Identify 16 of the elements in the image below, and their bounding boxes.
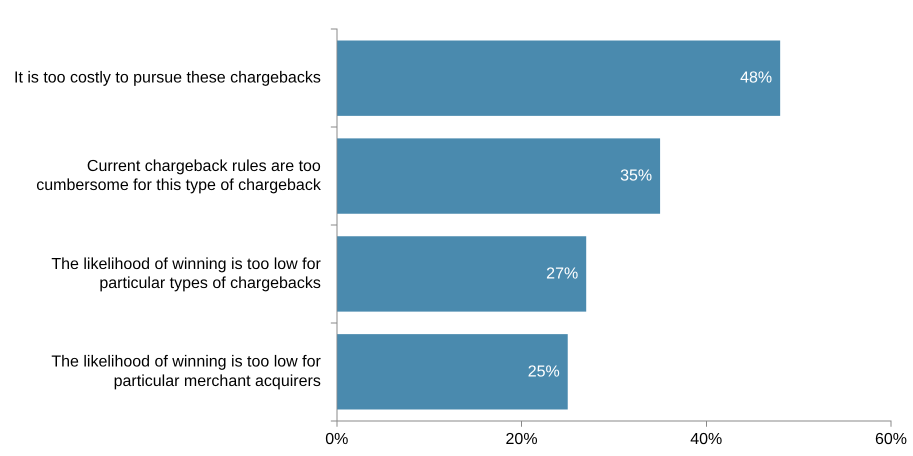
data-label: 48% bbox=[740, 70, 772, 87]
x-tick-label: 0% bbox=[325, 430, 348, 448]
data-label: 27% bbox=[546, 265, 578, 282]
y-tick-label: It is too costly to pursue these chargebacks bbox=[14, 70, 321, 87]
x-tick-label: 20% bbox=[506, 430, 538, 448]
y-tick-label: Current chargeback rules are too cumbersome for this type of chargeback bbox=[36, 158, 322, 194]
bar bbox=[337, 40, 780, 116]
y-tick-label: The likelihood of winning is too low for particular types of chargebacks bbox=[51, 256, 322, 292]
data-label: 25% bbox=[528, 363, 560, 380]
bar bbox=[337, 334, 568, 410]
bar bbox=[337, 236, 586, 312]
bar bbox=[337, 138, 660, 214]
data-label: 35% bbox=[620, 167, 652, 184]
y-tick-label: The likelihood of winning is too low for particular merchant acquirers bbox=[51, 354, 322, 390]
x-tick-label: 60% bbox=[874, 430, 908, 448]
x-tick-label: 40% bbox=[690, 430, 722, 448]
